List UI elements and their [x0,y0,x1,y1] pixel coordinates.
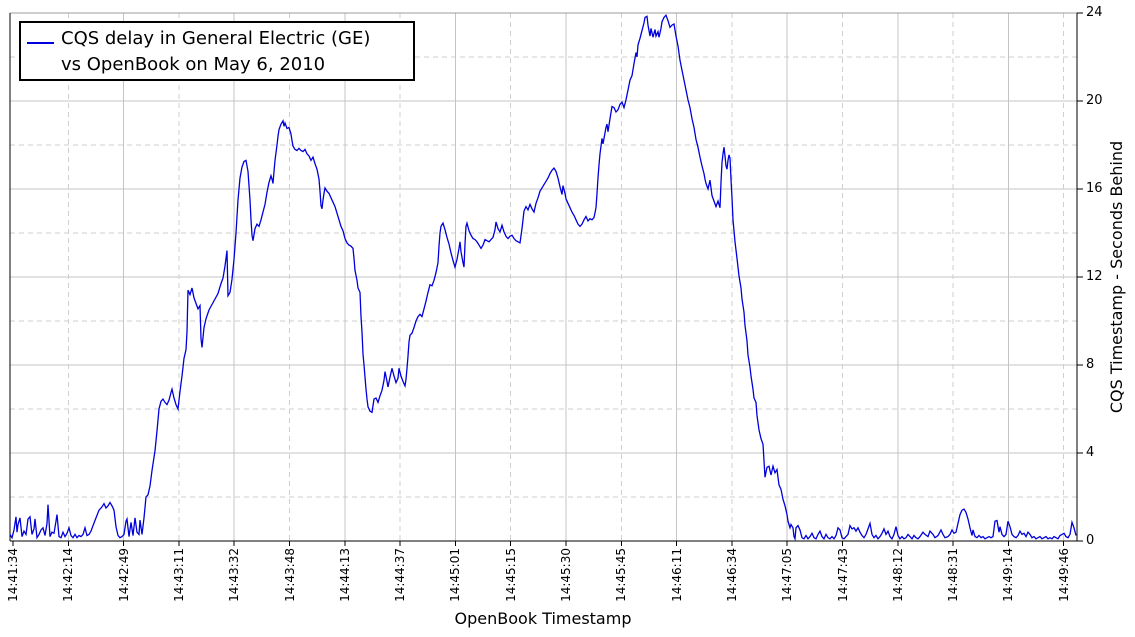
x-tick-label: 14:42:14 [61,548,76,602]
x-tick-label: 14:47:43 [835,548,850,602]
x-tick-label: 14:44:13 [337,548,352,602]
y-tick-label: 12 [1086,269,1103,284]
x-tick-label: 14:48:12 [890,548,905,602]
y-tick-label: 24 [1086,5,1103,20]
x-tick-label: 14:42:49 [116,548,131,602]
x-tick-label: 14:49:14 [1001,548,1016,602]
x-tick-label: 14:45:45 [614,548,629,602]
y-axis-title: CQS Timestamp - Seconds Behind [1107,140,1126,414]
x-tick-label: 14:45:15 [503,548,518,602]
legend-label-line1: CQS delay in General Electric (GE) [61,28,371,49]
x-tick-label: 14:43:32 [227,548,242,602]
x-tick-label: 14:47:05 [780,548,795,602]
x-tick-label: 14:49:46 [1056,548,1071,602]
y-tick-label: 16 [1086,181,1103,196]
legend-line-sample-icon [27,42,54,44]
x-tick-label: 14:45:30 [559,548,573,602]
x-tick-label: 14:41:34 [6,548,20,602]
x-tick-label: 14:45:01 [448,548,463,602]
data-line-cqs-delay [9,13,1077,542]
y-tick-label: 4 [1086,445,1095,460]
y-tick-label: 20 [1086,93,1103,108]
y-tick-label: 8 [1086,357,1095,372]
x-tick-label: 14:48:31 [946,548,961,602]
x-tick-label: 14:44:37 [393,548,408,602]
x-tick-label: 14:46:34 [724,548,739,602]
x-tick-label: 14:46:11 [669,548,684,602]
legend-label-line2: vs OpenBook on May 6, 2010 [61,54,326,75]
x-tick-label: 14:43:11 [171,548,186,602]
y-tick-label: 0 [1086,533,1095,548]
x-axis-title: OpenBook Timestamp [454,609,632,628]
legend-text: CQS delay in General Electric (GE) vs Op… [61,23,370,79]
x-tick-label: 14:43:48 [282,548,297,602]
legend: CQS delay in General Electric (GE) vs Op… [19,21,415,81]
